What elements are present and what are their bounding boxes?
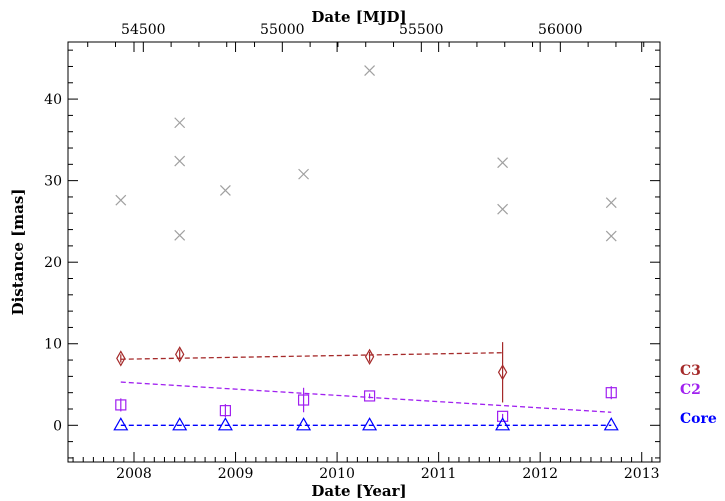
marker-gray [298, 168, 310, 180]
marker-core [113, 417, 129, 431]
marker-core [217, 417, 233, 431]
y-tick-label: 40 [44, 92, 62, 108]
fit-lines [120, 352, 612, 426]
x-tick-label: 2009 [218, 466, 254, 482]
data-markers [113, 65, 619, 431]
y-tick-label: 10 [44, 337, 62, 353]
y-tick-label: 30 [44, 174, 62, 190]
marker-c2 [363, 390, 376, 402]
x-axis-title: Date [Year] [311, 482, 406, 500]
x-tick-label: 2011 [421, 466, 457, 482]
legend-c2: C2 [680, 382, 701, 398]
top-axis-title: Date [MJD] [311, 8, 406, 26]
marker-c2 [115, 399, 127, 411]
mjd-tick-label: 55500 [399, 22, 444, 38]
marker-c3 [497, 364, 508, 381]
marker-gray [497, 203, 509, 215]
marker-c3 [116, 350, 126, 367]
marker-c2 [297, 394, 310, 406]
marker-gray [364, 65, 376, 76]
marker-gray [115, 194, 127, 206]
legend: C3 C2 Core [680, 363, 717, 427]
y-tick-label: 20 [44, 255, 62, 271]
x-tick-label: 2012 [522, 466, 558, 482]
marker-core [495, 417, 511, 431]
marker-gray [219, 185, 231, 196]
marker-gray [174, 155, 186, 167]
marker-gray [174, 229, 186, 241]
marker-c2 [497, 410, 509, 422]
legend-core: Core [680, 411, 717, 427]
marker-c3 [175, 346, 185, 363]
mjd-tick-label: 56000 [538, 22, 583, 38]
marker-c2 [219, 405, 231, 417]
y-axis-title: Distance [mas] [9, 189, 27, 316]
marker-gray [605, 230, 617, 242]
y-tick-label: 0 [53, 418, 62, 434]
marker-gray [174, 117, 186, 129]
marker-core [172, 417, 188, 431]
x-tick-label: 2010 [319, 466, 355, 482]
marker-gray [497, 157, 509, 169]
marker-gray [605, 197, 617, 209]
mjd-tick-label: 54500 [121, 22, 166, 38]
x-tick-label: 2013 [624, 466, 660, 482]
marker-core [603, 417, 619, 431]
mjd-tick-label: 55000 [260, 22, 305, 38]
marker-c2 [605, 387, 617, 399]
plot-frame [67, 41, 661, 463]
marker-c3 [364, 348, 375, 366]
fit-line-c2 [120, 381, 612, 413]
legend-c3: C3 [680, 363, 701, 379]
marker-core [296, 417, 312, 431]
x-tick-label: 2008 [116, 466, 152, 482]
marker-core [362, 417, 378, 431]
